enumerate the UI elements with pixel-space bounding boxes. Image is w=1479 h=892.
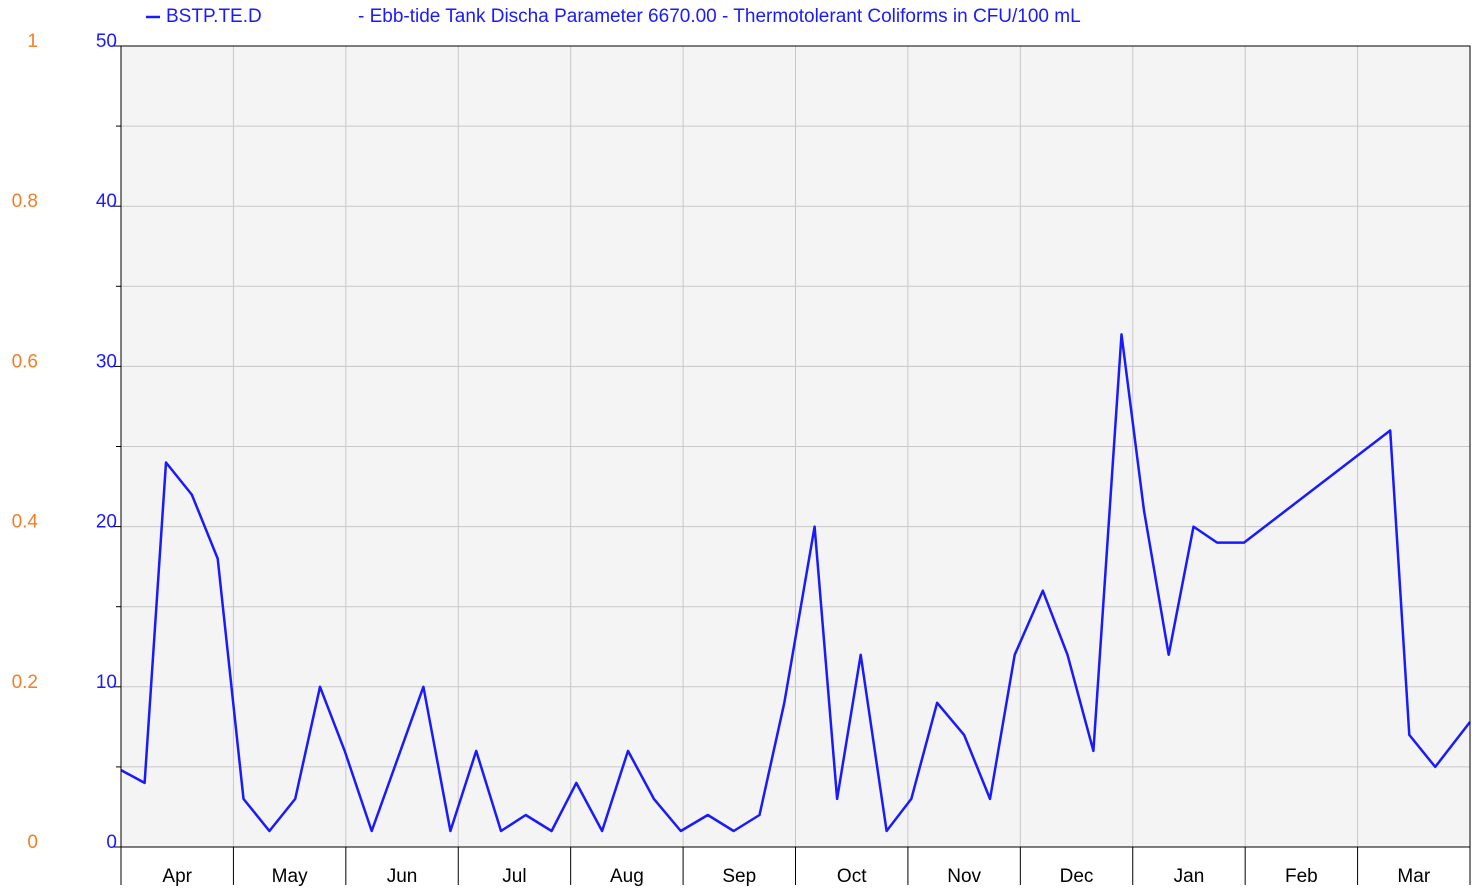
marks <box>120 333 1471 833</box>
y2-tick-label: 0.4 <box>12 512 39 533</box>
y2-tick-label: 0.6 <box>12 351 38 372</box>
y2-tick-label: 0.2 <box>12 672 38 693</box>
chart-title: - Ebb-tide Tank Discha Parameter 6670.00… <box>358 6 1081 27</box>
y-tick-label: 20 <box>96 512 117 533</box>
y-tick-label: 10 <box>96 672 117 693</box>
x-tick-label: May <box>272 866 308 887</box>
x-tick-label: Sep <box>722 866 756 887</box>
series-line <box>120 333 1471 833</box>
y2-tick-label: 0.8 <box>12 191 38 212</box>
grid <box>121 45 1470 848</box>
x-tick-label: Aug <box>610 866 644 887</box>
y-tick-label: 50 <box>96 31 117 52</box>
y-tick-label: 0 <box>106 832 117 853</box>
y-tick-label: 40 <box>96 191 117 212</box>
x-tick-label: Jun <box>387 866 418 887</box>
x-tick-label: Jan <box>1174 866 1205 887</box>
x-tick-label: Feb <box>1285 866 1318 887</box>
y-tick-label: 30 <box>96 351 117 372</box>
y2-tick-label: 1 <box>27 31 38 52</box>
legend-label: BSTP.TE.D <box>166 6 262 27</box>
y2-tick-label: 0 <box>27 832 38 853</box>
x-tick-label: Oct <box>837 866 867 887</box>
x-tick-label: Jul <box>502 866 526 887</box>
x-tick-label: Dec <box>1060 866 1094 887</box>
x-tick-label: Nov <box>947 866 981 887</box>
x-tick-label: Apr <box>162 866 192 887</box>
x-tick-label: Mar <box>1397 866 1430 887</box>
